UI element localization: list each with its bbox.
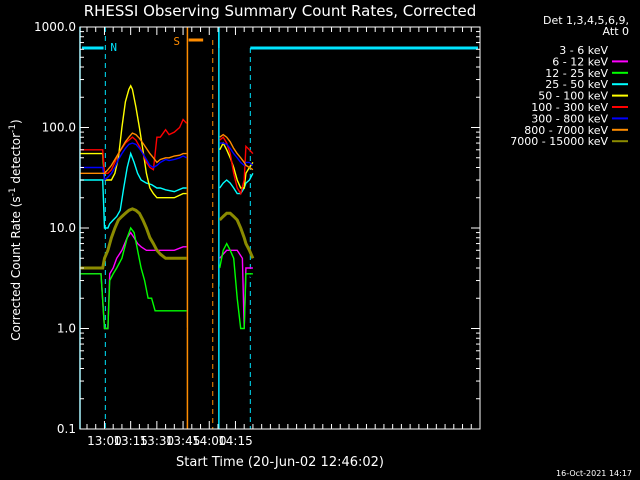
legend-label: 7000 - 15000 keV [510,135,608,148]
series-line-4-0 [80,84,187,199]
series-line-3-0 [80,151,187,229]
series-line-0-1 [219,266,254,329]
x-tick-label: 13:00 [87,434,122,448]
footer-timestamp: 16-Oct-2021 14:17 [556,469,632,478]
series-line-6-1 [219,142,254,167]
y-axis: 0.1 1.0 10.0 100.0 1000.0 [34,20,480,436]
legend-label: 6 - 12 keV [552,55,608,68]
y-tick-label: 0.1 [57,422,76,436]
y-tick-label: 10.0 [49,221,76,235]
series-line-1-1 [219,249,253,329]
legend-label: 3 - 6 keV [559,44,608,57]
series-line-0-0 [80,233,187,330]
series-group [80,84,255,330]
series-line-8-1 [218,211,255,259]
chart-title: RHESSI Observing Summary Count Rates, Co… [84,2,477,20]
legend-label: 300 - 800 keV [531,112,608,125]
x-tick-label: 13:45 [166,434,201,448]
y-axis-label: Corrected Count Rate (s-1 detector-1) [8,119,23,340]
legend-header-line: Det 1,3,4,5,6,9, [543,14,629,27]
legend-label: 100 - 300 keV [531,101,608,114]
y-tick-label: 1.0 [57,322,76,336]
x-tick-label: 13:30 [140,434,175,448]
series-line-5-1 [219,136,254,196]
y-tick-label: 100.0 [42,121,76,135]
marker-N-label: N [110,41,117,54]
series-line-7-1 [219,133,254,171]
series-line-4-1 [219,141,254,189]
marker-S-label: S [173,35,180,48]
series-line-2-0 [80,226,187,330]
series-line-8-0 [80,207,187,270]
x-axis-label: Start Time (20-Jun-02 12:46:02) [176,455,384,470]
x-tick-label: 13:15 [113,434,148,448]
legend-label: 800 - 7000 keV [524,124,608,137]
legend-label: 50 - 100 keV [538,90,608,103]
legend-header-line: Att 0 [603,25,629,38]
x-tick-label: 14:15 [218,434,253,448]
y-tick-label: 1000.0 [34,20,76,34]
series-line-7-0 [80,132,187,175]
legend-label: 12 - 25 keV [545,67,608,80]
series-line-2-1 [219,242,253,330]
series-line-3-1 [219,172,254,195]
series-line-5-0 [80,118,188,175]
legend-label: 25 - 50 keV [545,78,608,91]
series-line-6-0 [80,142,187,182]
legend-header: Det 1,3,4,5,6,9,Att 0 [543,14,629,38]
x-tick-label: 14:00 [192,434,227,448]
